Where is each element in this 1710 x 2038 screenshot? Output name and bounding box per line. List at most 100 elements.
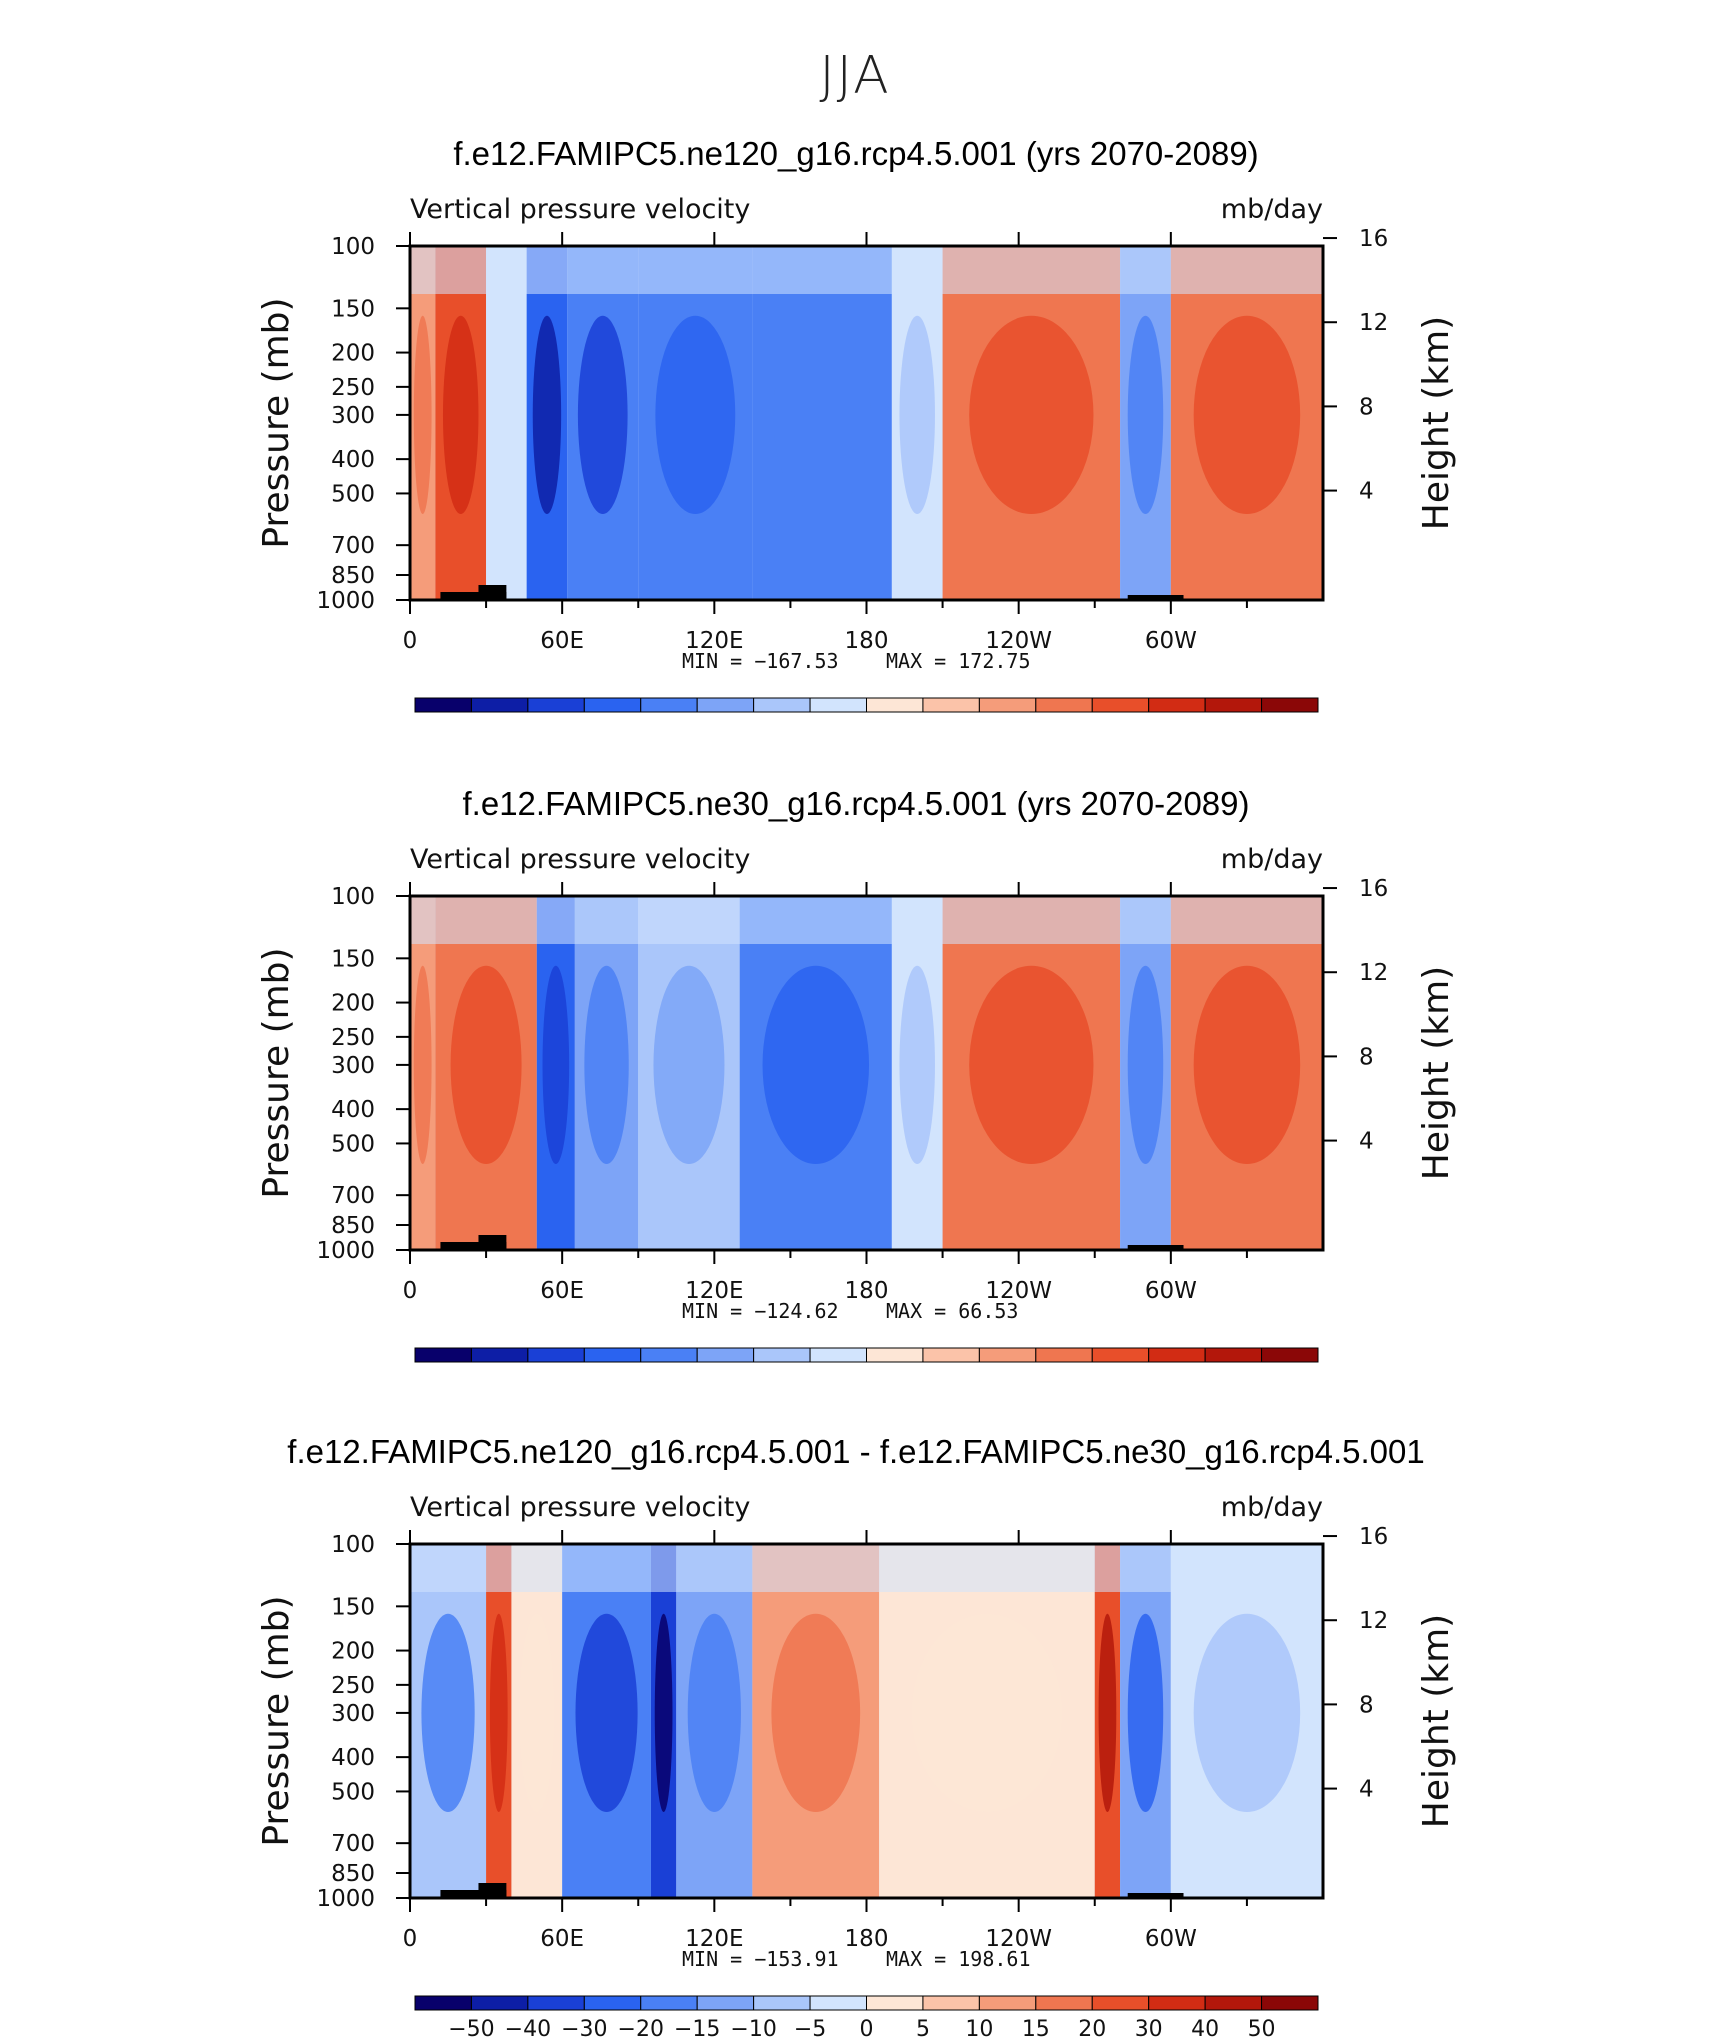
y-axis-label: Pressure (mb) <box>256 947 297 1198</box>
y-axis-label-right: Height (km) <box>1416 966 1457 1180</box>
colorbar-box <box>414 1347 472 1363</box>
height-tick-label: 8 <box>1359 394 1374 420</box>
colorbar-label: −100 <box>441 1369 501 1370</box>
y-tick-label: 400 <box>331 1745 375 1771</box>
field-core <box>654 1613 673 1813</box>
right-string: mb/day <box>1221 194 1323 225</box>
colorbar-label: −20 <box>618 2017 664 2038</box>
y-tick-label: 250 <box>331 375 375 401</box>
colorbar-box <box>922 1995 980 2011</box>
colorbar-box <box>696 1995 755 2011</box>
colorbar-box <box>1148 1995 1206 2011</box>
colorbar-label: 40 <box>1135 719 1163 720</box>
colorbar-box <box>1148 697 1206 713</box>
y-tick-label: 700 <box>331 533 375 559</box>
y-tick-label: 1000 <box>316 1886 375 1912</box>
height-tick-label: 4 <box>1359 479 1374 505</box>
colorbar-box <box>527 1347 585 1363</box>
colorbar-box <box>1204 1995 1263 2011</box>
topography <box>478 585 507 600</box>
panel-title: f.e12.FAMIPC5.ne120_g16.rcp4.5.001 - f.e… <box>287 1433 1424 1470</box>
colorbar-label: −60 <box>561 1369 607 1370</box>
y-tick-label: 850 <box>331 563 375 589</box>
y-tick-label: 100 <box>331 234 375 260</box>
colorbar-label: 30 <box>1135 2017 1163 2038</box>
colorbar-label: 40 <box>1135 1369 1163 1370</box>
colorbar-label: −15 <box>674 2017 720 2038</box>
height-tick-label: 4 <box>1359 1129 1374 1155</box>
x-tick-label: 180 <box>845 1278 889 1304</box>
x-tick-label: 120W <box>985 628 1052 654</box>
colorbar-box <box>640 1347 698 1363</box>
field-core <box>413 965 432 1165</box>
topography <box>1127 1893 1184 1898</box>
field-core <box>762 965 870 1165</box>
y-tick-label: 300 <box>331 1053 375 1079</box>
y-tick-label: 300 <box>331 403 375 429</box>
x-tick-label: 120E <box>685 1278 743 1304</box>
height-tick-label: 12 <box>1359 1608 1388 1634</box>
colorbar-label: −20 <box>674 719 720 720</box>
colorbar-box <box>978 1995 1037 2011</box>
colorbar-label: −40 <box>505 2017 551 2038</box>
topography <box>440 1242 507 1250</box>
max-value: MAX = 172.75 <box>886 649 1031 673</box>
y-tick-label: 850 <box>331 1213 375 1239</box>
y-tick-label: 1000 <box>316 1238 375 1264</box>
colorbar-box <box>640 697 698 713</box>
x-tick-label: 60W <box>1145 1278 1197 1304</box>
colorbar-box <box>414 1995 472 2011</box>
y-tick-label: 200 <box>331 341 375 367</box>
y-axis-label: Pressure (mb) <box>256 297 297 548</box>
colorbar-label: −30 <box>561 2017 607 2038</box>
panel-title: f.e12.FAMIPC5.ne30_g16.rcp4.5.001 (yrs 2… <box>463 785 1250 822</box>
topography <box>478 1235 507 1250</box>
colorbar-box <box>809 697 867 713</box>
y-tick-label: 250 <box>331 1673 375 1699</box>
panel-ne30: f.e12.FAMIPC5.ne30_g16.rcp4.5.001 (yrs 2… <box>256 785 1457 1370</box>
y-axis-label-right: Height (km) <box>1416 316 1457 530</box>
colorbar-box <box>527 1995 585 2011</box>
height-tick-label: 4 <box>1359 1777 1374 1803</box>
colorbar-label: −5 <box>794 719 826 720</box>
x-tick-label: 60E <box>540 1926 584 1952</box>
colorbar-box <box>470 1995 529 2011</box>
y-tick-label: 500 <box>331 1779 375 1805</box>
x-tick-label: 60W <box>1145 628 1197 654</box>
colorbar-label: 50 <box>1248 2017 1276 2038</box>
x-tick-label: 60E <box>540 1278 584 1304</box>
colorbar-label: 60 <box>1248 1369 1276 1370</box>
colorbar-box <box>866 1347 924 1363</box>
colorbar-box <box>978 697 1037 713</box>
colorbar-box <box>1148 1347 1206 1363</box>
colorbar-box <box>470 1347 529 1363</box>
y-axis-label-right: Height (km) <box>1416 1614 1457 1828</box>
min-value: MIN = −124.62 <box>682 1299 839 1323</box>
colorbar-box <box>1091 1995 1150 2011</box>
y-tick-label: 150 <box>331 296 375 322</box>
field-core <box>655 315 736 515</box>
topography <box>440 1890 507 1898</box>
field-core <box>969 965 1094 1165</box>
figure-title: JJA <box>819 46 891 106</box>
field-core <box>1193 965 1301 1165</box>
colorbar-box <box>1091 697 1150 713</box>
field-core <box>413 315 432 515</box>
colorbar-label: −5 <box>794 2017 826 2038</box>
y-tick-label: 850 <box>331 1861 375 1887</box>
colorbar-box <box>1204 1347 1263 1363</box>
field-core <box>577 315 628 515</box>
field-core <box>771 1613 861 1813</box>
min-value: MIN = −153.91 <box>682 1947 839 1971</box>
left-string: Vertical pressure velocity <box>410 844 750 875</box>
colorbar-box <box>753 1995 811 2011</box>
field-core <box>773 315 871 515</box>
colorbar-label: 10 <box>965 2017 993 2038</box>
field-core <box>575 1613 638 1813</box>
field-core <box>899 315 935 515</box>
y-tick-label: 700 <box>331 1831 375 1857</box>
x-tick-label: 0 <box>403 1926 418 1952</box>
panel-title: f.e12.FAMIPC5.ne120_g16.rcp4.5.001 (yrs … <box>453 135 1258 172</box>
colorbar-box <box>866 697 924 713</box>
colorbar-label: 20 <box>1022 1369 1050 1370</box>
